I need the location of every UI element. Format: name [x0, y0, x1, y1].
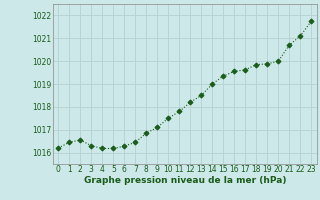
X-axis label: Graphe pression niveau de la mer (hPa): Graphe pression niveau de la mer (hPa): [84, 176, 286, 185]
